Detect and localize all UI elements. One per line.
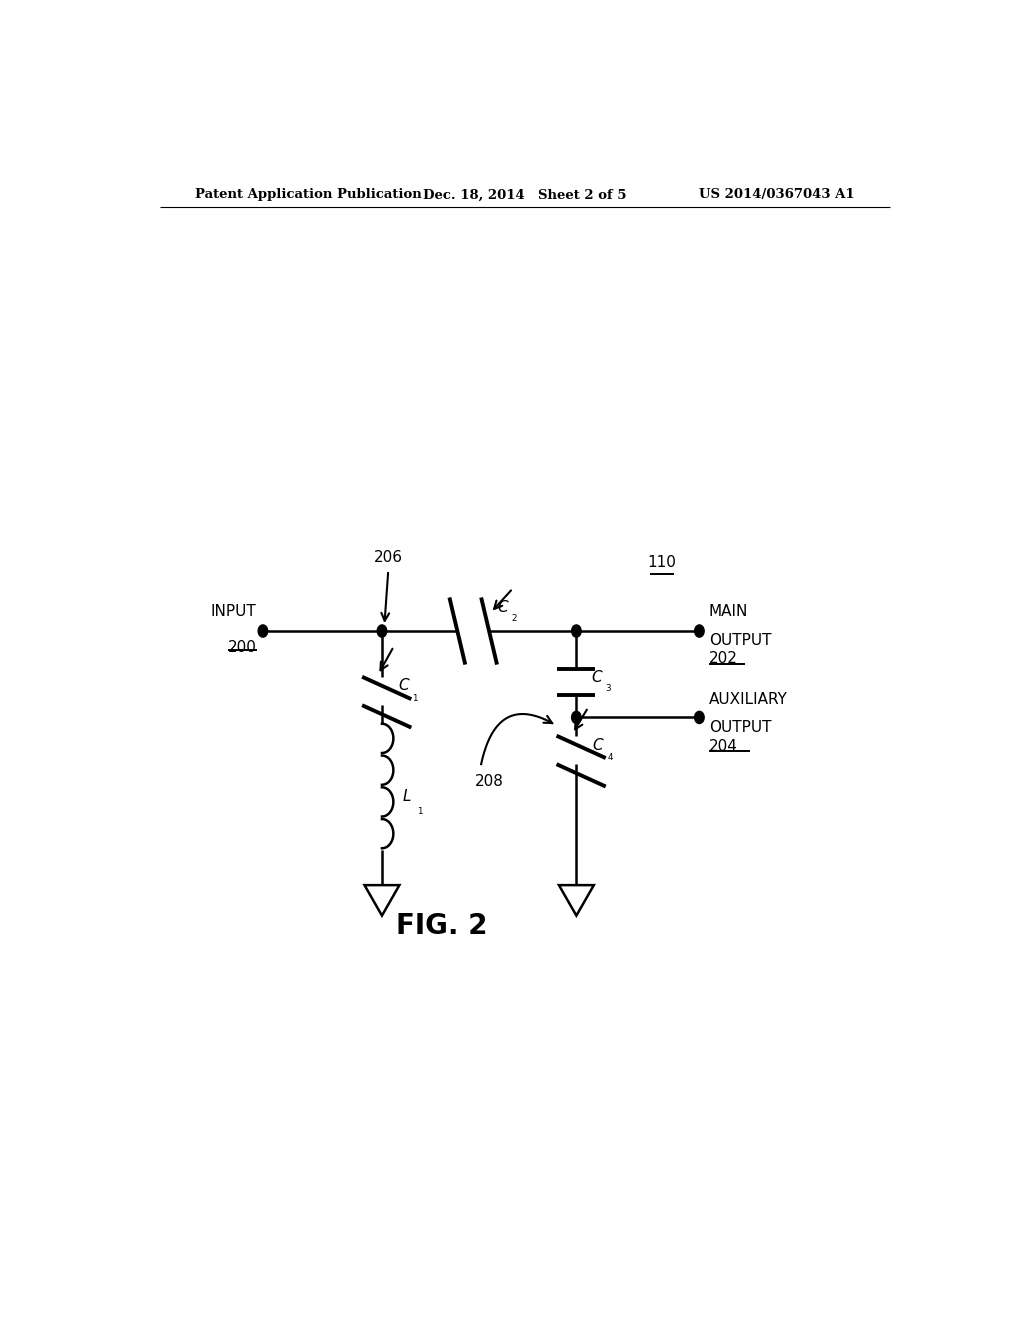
Text: OUTPUT: OUTPUT bbox=[709, 721, 771, 735]
Text: Dec. 18, 2014  Sheet 2 of 5: Dec. 18, 2014 Sheet 2 of 5 bbox=[423, 189, 627, 202]
Text: 200: 200 bbox=[227, 640, 257, 655]
Text: $_1$: $_1$ bbox=[417, 804, 424, 817]
Text: $_3$: $_3$ bbox=[605, 681, 612, 694]
Text: INPUT: INPUT bbox=[211, 603, 257, 619]
Text: $C$: $C$ bbox=[397, 677, 411, 693]
Text: 202: 202 bbox=[709, 651, 737, 667]
Text: $C$: $C$ bbox=[497, 599, 510, 615]
Circle shape bbox=[571, 624, 582, 638]
Text: AUXILIARY: AUXILIARY bbox=[709, 692, 787, 708]
Circle shape bbox=[258, 624, 267, 638]
Text: $_4$: $_4$ bbox=[606, 750, 613, 763]
Text: $_1$: $_1$ bbox=[412, 690, 419, 704]
Circle shape bbox=[694, 624, 705, 638]
Text: OUTPUT: OUTPUT bbox=[709, 634, 771, 648]
Text: US 2014/0367043 A1: US 2014/0367043 A1 bbox=[698, 189, 854, 202]
Text: $C$: $C$ bbox=[591, 669, 603, 685]
Text: Patent Application Publication: Patent Application Publication bbox=[196, 189, 422, 202]
Circle shape bbox=[571, 711, 582, 723]
Text: $_2$: $_2$ bbox=[511, 611, 518, 624]
Circle shape bbox=[377, 624, 387, 638]
Text: MAIN: MAIN bbox=[709, 603, 749, 619]
Text: $L$: $L$ bbox=[401, 788, 412, 804]
Text: $C$: $C$ bbox=[592, 737, 605, 752]
Text: 206: 206 bbox=[374, 550, 402, 565]
Text: 204: 204 bbox=[709, 739, 737, 754]
Text: FIG. 2: FIG. 2 bbox=[395, 912, 487, 940]
Text: 208: 208 bbox=[475, 775, 504, 789]
Circle shape bbox=[694, 711, 705, 723]
Text: 110: 110 bbox=[647, 554, 676, 570]
